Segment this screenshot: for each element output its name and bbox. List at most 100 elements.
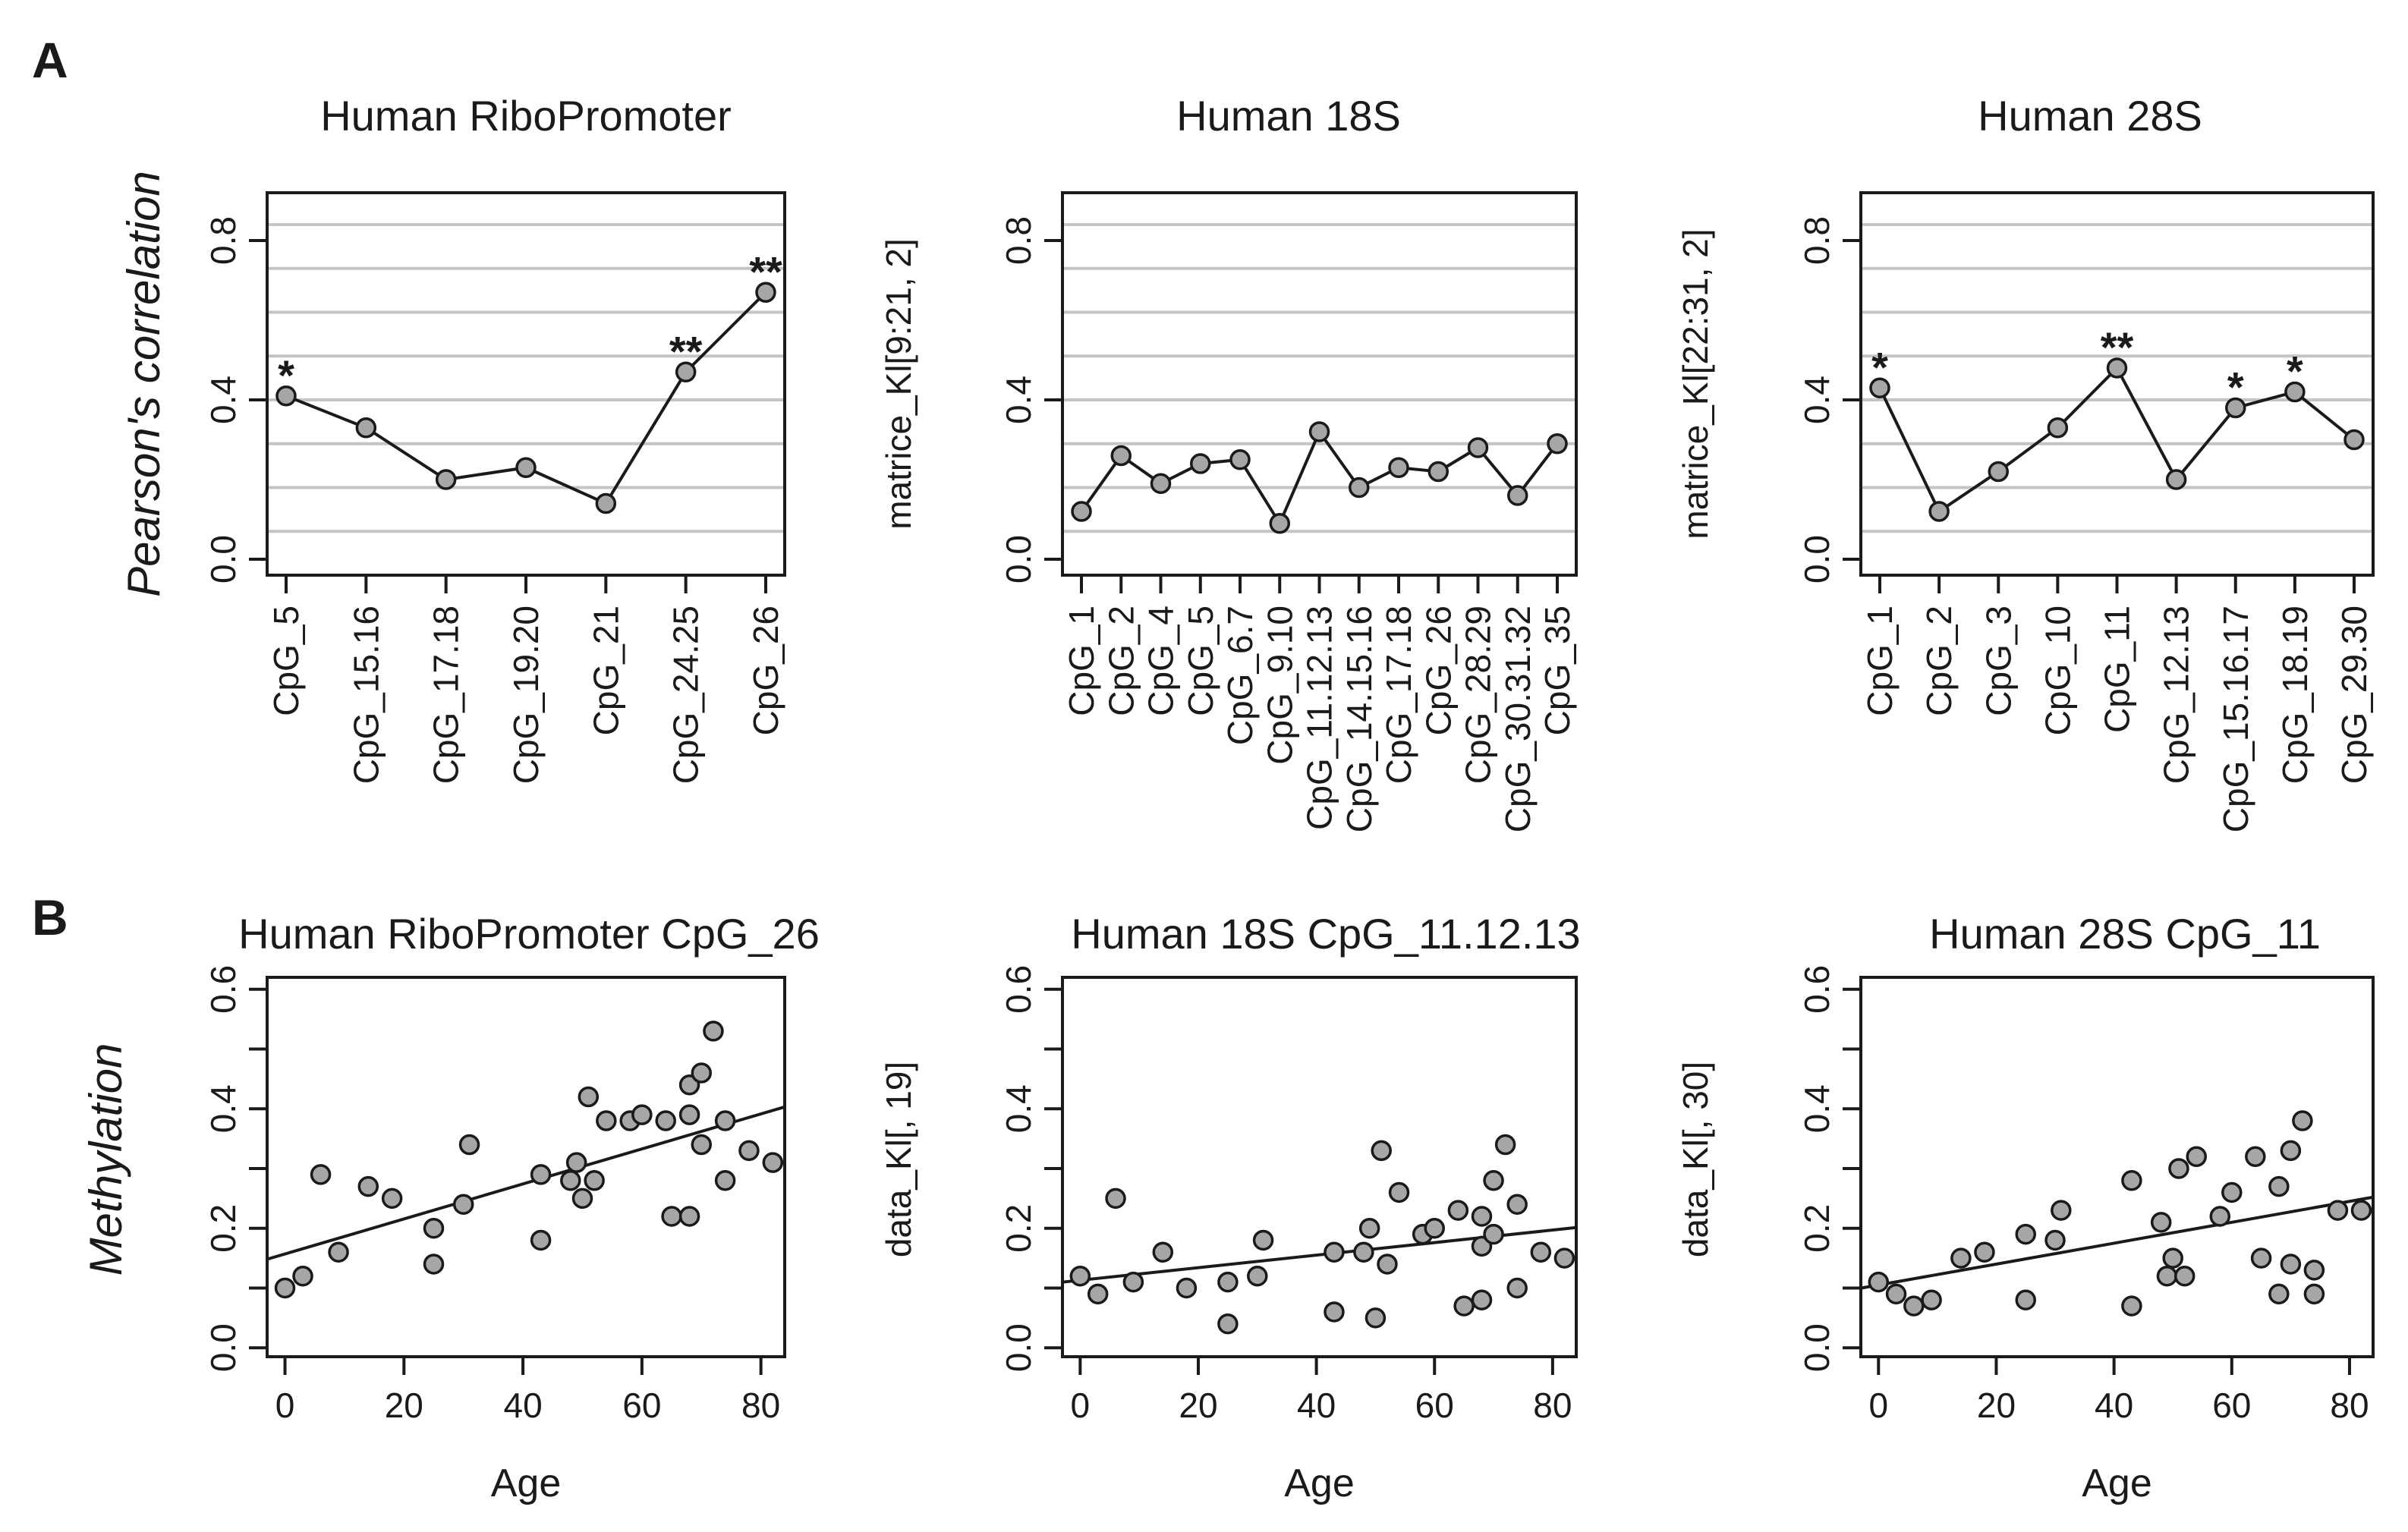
y-axis-label: data_Kl[, 30]	[1676, 1062, 1715, 1257]
y-tick-label: 0.0	[999, 1323, 1038, 1372]
x-tick-label: CpG_4	[1141, 606, 1181, 716]
x-tick-label: CpG_26	[746, 606, 785, 735]
regression-line	[1860, 1195, 2374, 1290]
line-chart-1: Human RiboPromoter 0.0 0.4 0.8 Pearson's cor…	[118, 92, 786, 784]
y-axis-label: Methylation	[80, 1043, 131, 1276]
significance-marker: *	[2287, 348, 2303, 395]
data-point	[1471, 1206, 1493, 1227]
significance-marker: **	[669, 327, 703, 375]
data-point	[1217, 1271, 1239, 1293]
y-tick-label: 0.6	[999, 965, 1038, 1014]
y-tick-label: 0.4	[1797, 376, 1837, 424]
plot-frame	[1061, 191, 1578, 577]
x-tick-label: CpG_19.20	[506, 606, 546, 784]
y-tick-label: 0.4	[203, 376, 243, 424]
panel-label-b: B	[32, 889, 68, 945]
data-point	[1974, 1241, 1995, 1263]
data-point	[1087, 1283, 1109, 1305]
data-point	[2303, 1260, 2325, 1281]
x-tick-label: CpG_11.12.13	[1300, 606, 1339, 830]
x-tick-label: 60	[1415, 1386, 1454, 1425]
data-point	[678, 1206, 700, 1227]
data-point	[565, 1152, 587, 1173]
data-point	[1388, 1181, 1410, 1203]
data-point	[2173, 1265, 2196, 1287]
y-tick-label: 0.0	[1797, 1323, 1837, 1372]
data-point	[2015, 1289, 2036, 1310]
data-point	[355, 417, 377, 439]
data-point	[2225, 397, 2246, 419]
data-point	[2047, 417, 2069, 439]
y-axis-label: data_Kl[, 19]	[879, 1062, 918, 1257]
data-point	[1928, 501, 1950, 522]
scatter-chart-2: Human 18S CpG_11.12.13 0.0 0.2 0.4 0.6 data_K…	[879, 910, 1581, 1505]
data-point	[1105, 1188, 1126, 1210]
x-axis-label: Age	[2082, 1461, 2152, 1505]
y-tick-label: 0.0	[203, 1323, 243, 1372]
data-point	[578, 1086, 600, 1108]
data-point	[381, 1188, 403, 1210]
data-point	[1349, 477, 1370, 499]
x-axis-label: Age	[1284, 1461, 1355, 1505]
data-point	[1903, 1295, 1925, 1317]
data-point	[1483, 1223, 1504, 1245]
data-point	[1553, 1247, 1575, 1269]
data-point	[1530, 1241, 1552, 1263]
y-tick-label: 0.4	[1797, 1084, 1837, 1133]
data-point	[2121, 1169, 2142, 1191]
data-point	[530, 1229, 552, 1251]
data-point	[571, 1188, 593, 1210]
x-tick-label: CpG_26	[1418, 606, 1458, 735]
data-point	[1471, 1289, 1493, 1310]
data-point	[1427, 461, 1449, 483]
data-point	[1506, 1194, 1528, 1215]
data-point	[2350, 1200, 2372, 1221]
x-axis: CpG_5 CpG_15.16 CpG_17.18 CpG_19.20 CpG_21 Cp…	[266, 575, 785, 784]
regression-line	[266, 1105, 785, 1261]
data-point	[691, 1134, 713, 1156]
data-point	[1507, 485, 1528, 506]
x-tick-label: 80	[1533, 1386, 1572, 1425]
data-point	[1324, 1301, 1345, 1323]
data-point	[1988, 461, 2009, 483]
data-point	[1269, 513, 1290, 534]
x-tick-label: CpG_15.16.17	[2216, 606, 2255, 832]
x-tick-label: CpG_3	[1978, 606, 2018, 716]
data-point	[1377, 1254, 1398, 1275]
y-axis: 0.0 0.4 0.8	[999, 216, 1062, 584]
chart-title: Human 18S CpG_11.12.13	[1071, 910, 1580, 958]
data-point	[2250, 1247, 2272, 1269]
y-tick-label: 0.2	[999, 1204, 1038, 1253]
x-tick-label: 0	[1071, 1386, 1091, 1425]
data-point	[1353, 1241, 1374, 1263]
data-point	[515, 457, 537, 478]
data-point	[328, 1241, 349, 1263]
data-point	[595, 492, 617, 514]
data-point	[2343, 429, 2365, 451]
chart-title: Human RiboPromoter	[320, 92, 732, 140]
data-point	[2121, 1295, 2142, 1317]
data-point	[1324, 1241, 1345, 1263]
data-point	[2168, 1158, 2189, 1179]
x-tick-label: 60	[622, 1386, 661, 1425]
x-tick-label: CpG_14.15.16	[1339, 606, 1379, 832]
data-point	[1424, 1217, 1445, 1239]
data-point	[1869, 377, 1890, 398]
data-point	[762, 1152, 784, 1173]
data-point	[1071, 501, 1092, 522]
data-point	[755, 282, 776, 303]
x-tick-label: CpG_24.25	[666, 606, 706, 784]
plot-frame	[266, 976, 786, 1358]
data-point	[2268, 1283, 2290, 1305]
y-tick-label: 0.8	[1797, 216, 1837, 265]
y-tick-label: 0.4	[203, 1084, 243, 1133]
y-tick-label: 0.2	[1797, 1204, 1837, 1253]
data-point	[2292, 1110, 2313, 1131]
data-point	[1453, 1295, 1475, 1317]
data-point	[1921, 1289, 1942, 1310]
plot-frame	[1859, 976, 2375, 1358]
data-point	[1190, 453, 1211, 474]
x-tick-label: CpG_28.29	[1459, 606, 1498, 784]
data-point	[2209, 1206, 2231, 1227]
significance-marker: **	[2101, 323, 2134, 371]
